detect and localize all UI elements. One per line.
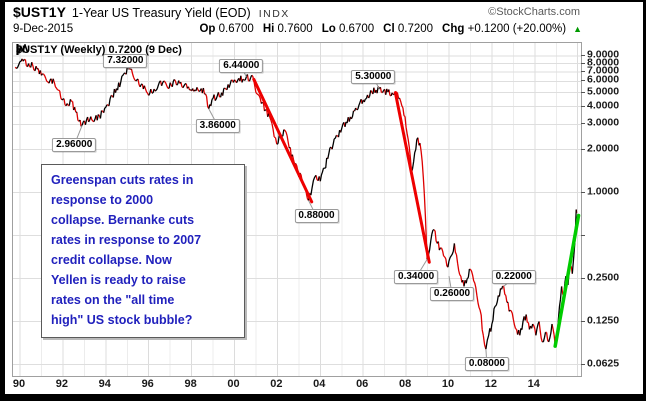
y-axis-tick <box>581 277 585 279</box>
x-axis-label: 08 <box>398 378 412 390</box>
x-axis-label: 14 <box>527 378 540 390</box>
chart-legend: $UST1Y (Weekly) 0.7200 (9 Dec) <box>16 44 182 56</box>
plot-area: $UST1Y (Weekly) 0.7200 (9 Dec) Greenspan… <box>12 42 582 377</box>
y-axis-tick <box>581 70 585 72</box>
y-axis-label: 6.0000 <box>587 73 620 86</box>
quote-date: 9-Dec-2015 <box>13 23 74 35</box>
x-axis-label: 96 <box>141 378 154 390</box>
instrument-name: 1-Year US Treasury Yield (EOD) <box>71 6 251 20</box>
x-axis-label: 90 <box>12 378 26 390</box>
ohlc-quote-row: Op 0.6700 Hi 0.7600 Lo 0.6700 Cl 0.7200 … <box>199 23 582 35</box>
y-axis-label: 5.0000 <box>587 85 620 98</box>
mini-chart-icon <box>16 44 28 55</box>
callout-label: 6.44000 <box>219 58 264 73</box>
x-axis-label: 04 <box>313 378 326 390</box>
y-axis-tick <box>581 191 585 193</box>
x-axis-label: 06 <box>356 378 369 390</box>
grid-layer <box>13 43 581 376</box>
x-axis-label: 98 <box>184 378 197 390</box>
y-axis-label: 0.1250 <box>587 314 620 326</box>
y-axis-tick <box>581 148 585 150</box>
high-quote: Hi 0.7600 <box>262 23 313 35</box>
callout-label: 2.96000 <box>52 138 97 153</box>
y-axis-tick <box>581 234 585 236</box>
x-axis-label: 02 <box>270 378 283 390</box>
y-axis-label: 1.0000 <box>587 185 620 197</box>
callout-label: 0.34000 <box>394 270 439 285</box>
y-axis-tick <box>581 80 585 82</box>
x-axis-label: 12 <box>484 378 498 390</box>
legend-label: $UST1Y (Weekly) 0.7200 (9 Dec) <box>16 44 182 56</box>
x-axis-label: 00 <box>227 378 240 390</box>
copyright-notice: ©StockCharts.com <box>488 6 580 18</box>
y-axis-label: 9.0000 <box>587 48 620 61</box>
up-triangle-icon: ▲ <box>573 24 582 34</box>
x-axis-label: 94 <box>98 378 111 390</box>
y-axis-label: 2.0000 <box>587 142 620 154</box>
y-axis-tick <box>581 91 585 93</box>
price-series <box>14 58 578 350</box>
y-axis-label: 4.0000 <box>587 99 620 111</box>
y-axis-label: 3.0000 <box>587 116 620 129</box>
y-axis-tick <box>581 320 585 322</box>
ticker-symbol: $UST1Y <box>13 4 66 20</box>
annotation-textbox: Greenspan cuts rates in response to 2000… <box>41 164 245 338</box>
exchange-code: INDX <box>258 8 290 20</box>
y-axis-tick <box>581 62 585 64</box>
change-quote: Chg +0.1200 (+20.00%) <box>442 23 567 35</box>
price-chart-svg <box>13 43 581 376</box>
callout-label: 0.88000 <box>294 209 339 224</box>
y-axis-tick <box>581 123 585 125</box>
y-axis-tick <box>581 55 585 57</box>
callout-label: 0.08000 <box>464 357 509 372</box>
callout-label: 7.32000 <box>103 54 148 68</box>
open-quote: Op 0.6700 <box>199 23 254 35</box>
y-axis-label: 8.0000 <box>587 56 620 68</box>
header-row: $UST1Y 1-Year US Treasury Yield (EOD) IN… <box>13 4 290 20</box>
x-axis-label: 10 <box>441 378 455 390</box>
callout-label: 0.26000 <box>429 287 475 302</box>
y-axis-tick <box>581 363 585 365</box>
callout-label: 3.86000 <box>195 118 240 133</box>
y-axis-tick <box>581 105 585 107</box>
y-axis-label: 0.2500 <box>587 271 620 283</box>
callout-label: 5.30000 <box>351 70 396 85</box>
callout-label: 0.22000 <box>491 270 536 285</box>
y-axis-label: 7.0000 <box>587 64 620 77</box>
y-axis-label: 0.0625 <box>587 357 620 369</box>
close-quote: Cl 0.7200 <box>383 23 434 35</box>
low-quote: Lo 0.6700 <box>321 23 375 35</box>
trendlines-layer <box>252 77 581 348</box>
x-axis-label: 92 <box>55 378 69 390</box>
